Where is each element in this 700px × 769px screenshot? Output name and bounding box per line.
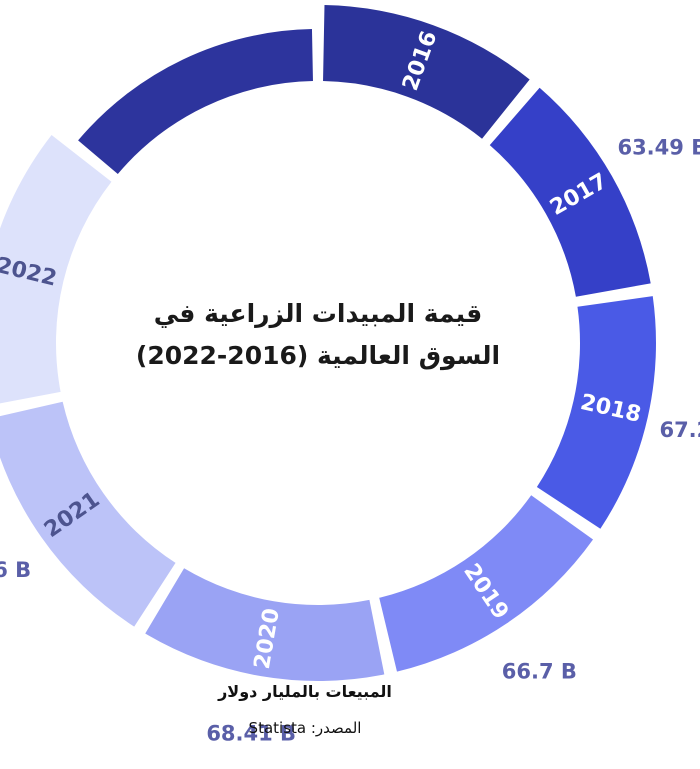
donut-segment-2019: [379, 495, 594, 672]
value-label-2019: 66.7 B: [502, 659, 577, 683]
value-label-2017: 63.49 B: [617, 135, 700, 159]
value-label-2020: 68.41 B: [206, 721, 296, 745]
donut-segment-2021: [0, 401, 176, 627]
chart-source: المصدر: Statista: [248, 719, 362, 737]
donut-segment-2016: [323, 5, 530, 139]
donut-segment-total: [78, 29, 313, 174]
donut-segment-2018: [536, 296, 656, 529]
chart-title-line-2: السوق العالمية (2016-2022): [136, 341, 500, 371]
donut-segment-2022: [0, 135, 112, 404]
donut-segment-2017: [489, 87, 651, 297]
value-label-2018: 67.25 B: [659, 418, 700, 442]
value-label-2021: 71.6 B: [0, 558, 31, 582]
chart-value-labels: 61.63 B63.49 B67.25 B66.7 B68.41 B71.6 B…: [0, 135, 700, 745]
chart-segments: [0, 5, 656, 681]
chart-title-line-1: قيمة المبيدات الزراعية في: [154, 299, 482, 329]
donut-segment-2020: [145, 568, 385, 681]
chart-unit-label: المبيعات بالمليار دولار: [218, 682, 392, 701]
